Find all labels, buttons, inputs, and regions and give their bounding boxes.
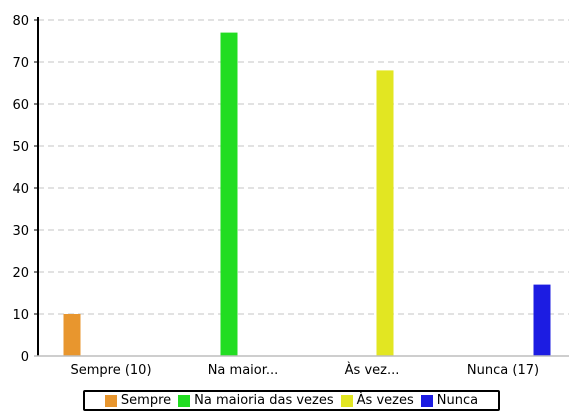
bar--s-vezes xyxy=(376,70,394,357)
y-tick-label: 80 xyxy=(12,14,29,29)
bar-sempre xyxy=(63,314,81,356)
legend-swatch xyxy=(104,394,117,407)
legend-label: Na maioria das vezes xyxy=(194,393,334,408)
legend: Sempre Na maioria das vezes Às vezes Nunca xyxy=(83,390,500,411)
legend-item[interactable]: Às vezes xyxy=(340,393,414,408)
bar-na-maioria-das-vezes xyxy=(220,32,238,356)
legend-label: Sempre xyxy=(120,393,172,408)
legend-item[interactable]: Na maioria das vezes xyxy=(178,393,334,408)
legend-swatch xyxy=(420,394,433,407)
y-tick-label: 40 xyxy=(12,182,29,197)
bar-chart: 0 10 20 30 40 50 60 70 80 Sempre (10) Na maior...… xyxy=(12,14,569,378)
legend-item[interactable]: Sempre xyxy=(104,393,172,408)
legend-label: Às vezes xyxy=(356,393,414,408)
bars xyxy=(63,32,551,357)
legend-swatch xyxy=(340,394,353,407)
y-tick-label: 60 xyxy=(12,98,29,113)
x-tick-label: Nunca (17) xyxy=(467,363,539,378)
x-tick-labels: Sempre (10) Na maior... Às vez... Nunca (17… xyxy=(70,362,539,378)
legend-swatch xyxy=(178,394,191,407)
x-tick-label: Sempre (10) xyxy=(70,363,151,378)
gridlines xyxy=(38,19,569,315)
x-tick-label: Às vez... xyxy=(345,362,400,378)
y-tick-labels: 0 10 20 30 40 50 60 70 80 xyxy=(12,14,29,365)
y-tick-label: 20 xyxy=(12,266,29,281)
bar-nunca xyxy=(533,284,551,356)
y-tick-label: 0 xyxy=(21,350,29,365)
x-tick-label: Na maior... xyxy=(208,363,279,378)
legend-item[interactable]: Nunca xyxy=(420,393,479,408)
y-tick-label: 10 xyxy=(12,308,29,323)
legend-label: Nunca xyxy=(436,393,479,408)
axes xyxy=(34,17,569,357)
y-tick-label: 30 xyxy=(12,224,29,239)
y-tick-label: 70 xyxy=(12,56,29,71)
y-tick-label: 50 xyxy=(12,140,29,155)
